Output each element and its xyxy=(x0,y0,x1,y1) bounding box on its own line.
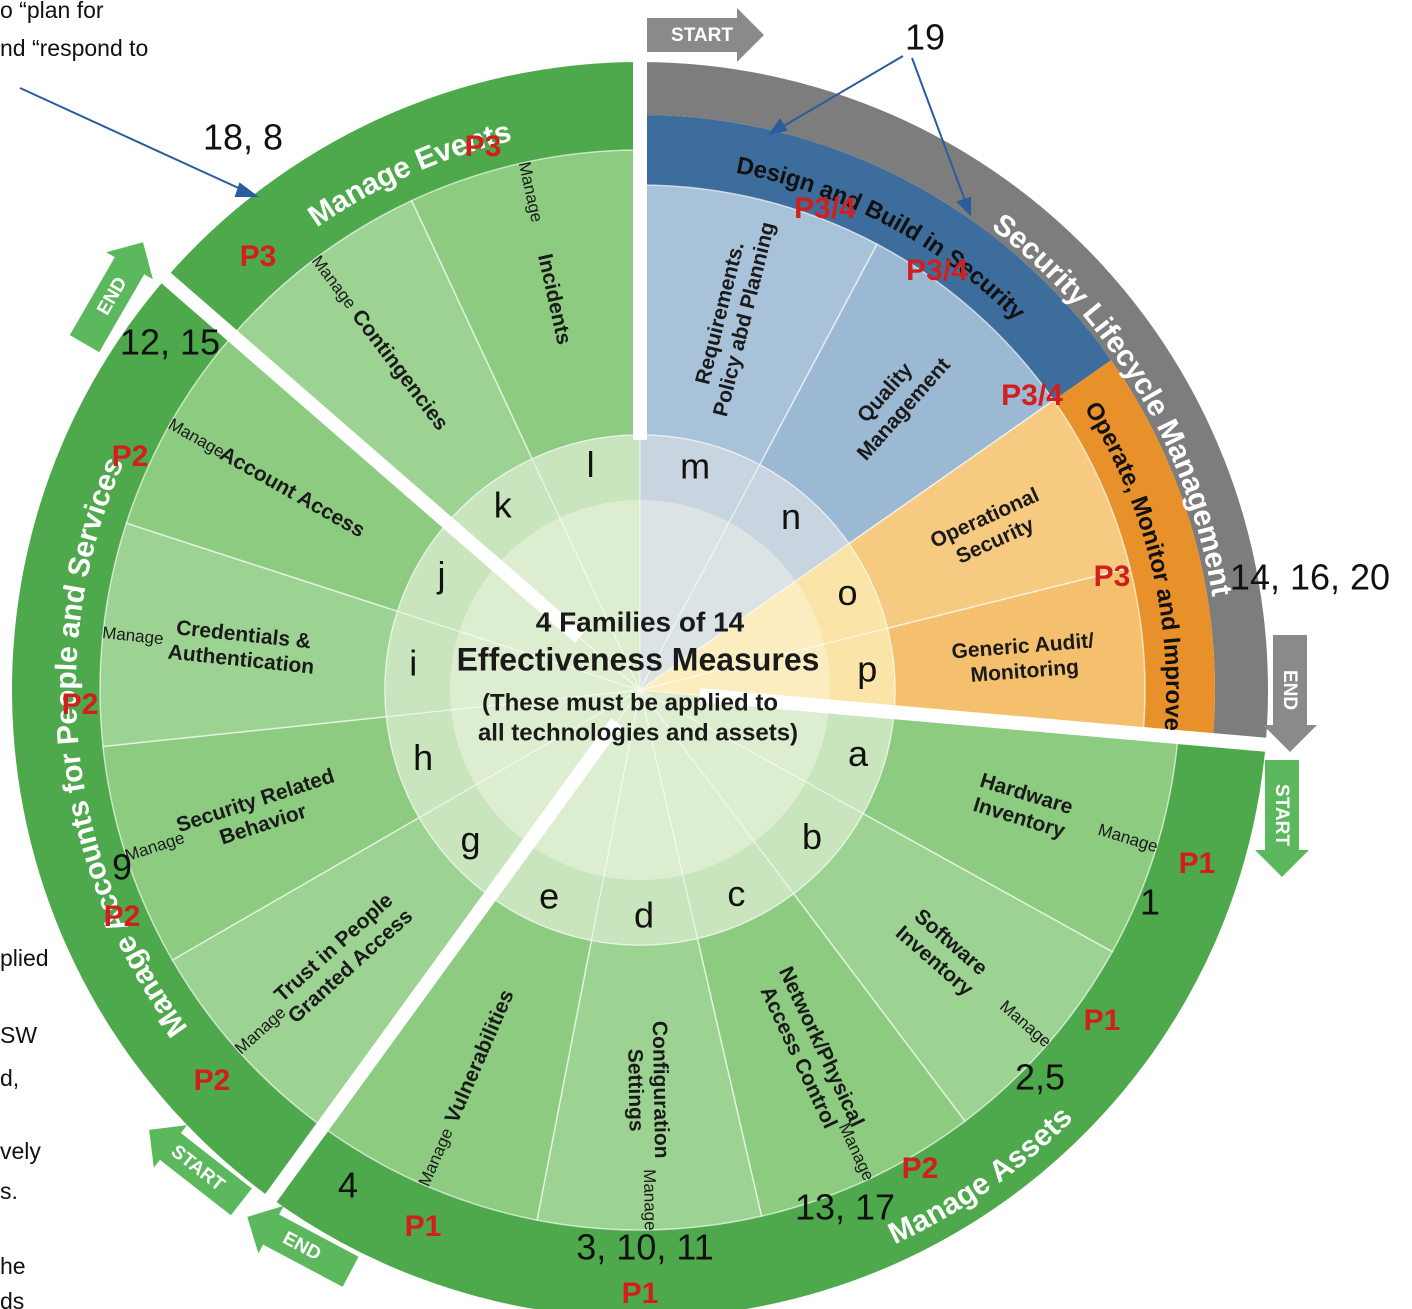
arrow-line xyxy=(19,87,257,197)
priority-label: P2 xyxy=(902,1152,939,1185)
flow-arrow-shape xyxy=(1255,760,1309,877)
segment-letter: n xyxy=(781,496,801,537)
gap xyxy=(255,718,623,1216)
side-text: he xyxy=(0,1253,26,1279)
segment-letter: o xyxy=(837,572,857,613)
segment-letter: i xyxy=(409,643,417,684)
segment-letter: h xyxy=(413,737,433,778)
flow-arrow-shape xyxy=(647,8,764,62)
flow-arrow-shape xyxy=(69,242,153,353)
flow-arrow: START xyxy=(1255,760,1309,877)
priority-label: P3 xyxy=(465,130,502,163)
family-ring xyxy=(270,737,1266,1309)
annotation: 1 xyxy=(1140,882,1160,923)
side-text: o “plan for xyxy=(0,0,104,23)
wheel-shapes xyxy=(11,45,1284,1309)
flow-arrow-shape xyxy=(149,1125,252,1216)
priority-label: P1 xyxy=(1179,847,1216,880)
priority-label: P2 xyxy=(112,440,149,473)
family-ring xyxy=(166,62,641,336)
segment-label-line: Settings xyxy=(623,1049,647,1132)
flow-arrow: START xyxy=(647,8,764,62)
priority-label: P1 xyxy=(405,1210,442,1243)
flow-arrow-shape xyxy=(1263,635,1317,752)
manage-label: Manage xyxy=(640,1169,660,1231)
segment-letter: g xyxy=(461,819,481,860)
segment-label-line: Configuration xyxy=(648,1021,673,1159)
side-text: plied xyxy=(0,945,49,971)
segment-letter: l xyxy=(587,444,595,485)
segment-letter: j xyxy=(437,554,446,595)
priority-label: P3/4 xyxy=(1001,379,1063,412)
band-ring xyxy=(1053,360,1215,741)
center-disk xyxy=(450,500,830,880)
side-text: d, xyxy=(0,1065,19,1091)
side-text: SW xyxy=(0,1022,37,1048)
priority-label: P3 xyxy=(1094,560,1131,593)
annotation: 13, 17 xyxy=(795,1187,895,1228)
annotation: 18, 8 xyxy=(203,117,283,158)
arrow-head xyxy=(234,182,259,197)
family-ring xyxy=(640,62,1268,745)
annotation: 4 xyxy=(338,1165,358,1206)
annotation-arrows xyxy=(19,55,971,217)
priority-label: P2 xyxy=(62,688,99,721)
priority-label: P3 xyxy=(240,240,277,273)
flow-arrow: END xyxy=(1263,635,1317,752)
segment-letter: k xyxy=(494,484,513,525)
flow-label: START xyxy=(1271,784,1292,846)
gap xyxy=(148,261,585,643)
priority-label: P3/4 xyxy=(906,254,968,287)
segment-letter: e xyxy=(539,876,559,917)
segment-letter: m xyxy=(680,445,710,486)
side-text: vely xyxy=(0,1138,41,1164)
segment-letter: a xyxy=(848,733,869,774)
annotation: 2,5 xyxy=(1015,1057,1065,1098)
flow-arrow-shape xyxy=(247,1205,359,1287)
flow-label: END xyxy=(1279,670,1300,710)
center-text: 4 Families of 14 xyxy=(536,606,745,637)
family-ring xyxy=(11,277,323,1199)
priority-label: P1 xyxy=(1084,1004,1121,1037)
side-text: s. xyxy=(0,1178,18,1204)
flow-label: START xyxy=(671,25,733,46)
arrow-line xyxy=(911,57,971,215)
segment-letter: c xyxy=(727,873,745,914)
center-text: all technologies and assets) xyxy=(478,719,798,746)
side-text: ds xyxy=(0,1288,24,1309)
segment-letter: d xyxy=(634,894,654,935)
segment-letter: p xyxy=(857,649,877,690)
annotation: 12, 15 xyxy=(120,322,220,363)
center-text: (These must be applied to xyxy=(482,689,778,716)
annotation: 3, 10, 11 xyxy=(576,1227,713,1268)
priority-label: P1 xyxy=(622,1277,659,1309)
segment-letter: b xyxy=(802,816,822,857)
arrow-head xyxy=(956,196,971,217)
arrow-head xyxy=(767,118,788,136)
priority-label: P2 xyxy=(104,900,141,933)
side-text: nd “respond to xyxy=(0,35,148,61)
arrow-line xyxy=(769,55,904,135)
annotation: 9 xyxy=(112,847,132,888)
annotation: 19 xyxy=(905,17,945,58)
annotation: 14, 16, 20 xyxy=(1230,557,1390,598)
gap xyxy=(699,688,1284,754)
priority-label: P2 xyxy=(194,1064,231,1097)
priority-label: P3/4 xyxy=(794,192,856,225)
center-text: Effectiveness Measures xyxy=(457,641,820,677)
